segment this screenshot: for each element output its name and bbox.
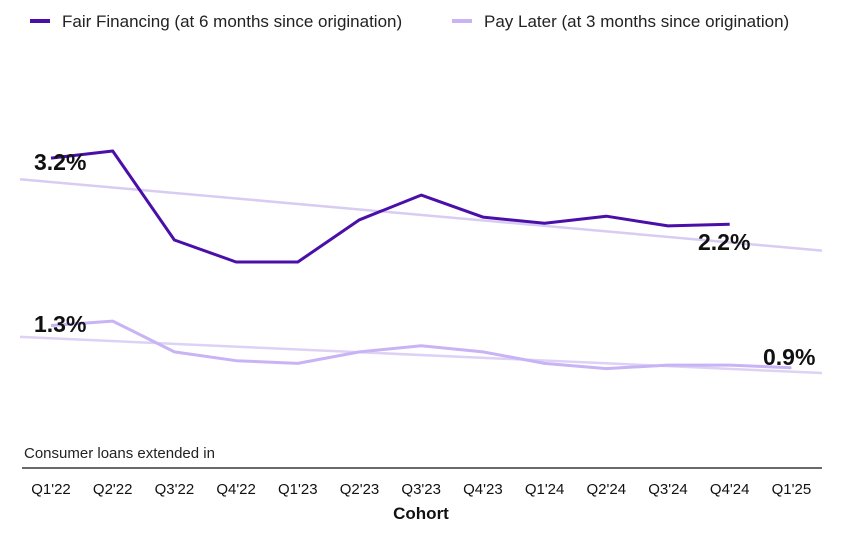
- x-tick-label: Q4'23: [463, 481, 503, 498]
- legend-label-fair-financing: Fair Financing (at 6 months since origin…: [62, 12, 402, 31]
- x-tick-label: Q1'24: [525, 481, 565, 498]
- x-tick-label: Q2'23: [340, 481, 380, 498]
- x-tick-label: Q3'24: [648, 481, 688, 498]
- pay-later-start-label: 1.3%: [34, 311, 86, 337]
- fair-financing-series-line: [50, 149, 730, 264]
- x-tick-label: Q2'24: [587, 481, 627, 498]
- pay-later-trendline: [19, 335, 823, 375]
- trendlines: [19, 177, 823, 375]
- x-axis-title: Cohort: [393, 504, 449, 523]
- fair-financing-end-label: 2.2%: [698, 229, 750, 255]
- fair-financing-start-label: 3.2%: [34, 149, 86, 175]
- legend-label-pay-later: Pay Later (at 3 months since origination…: [484, 12, 789, 31]
- fair-financing-trendline: [19, 177, 823, 252]
- x-tick-label: Q1'25: [772, 481, 812, 498]
- x-tick-label: Q4'24: [710, 481, 750, 498]
- pay-later-series-line: [50, 319, 792, 371]
- pay-later-end-label: 0.9%: [763, 344, 815, 370]
- legend: Fair Financing (at 6 months since origin…: [30, 12, 789, 31]
- x-tick-label: Q1'22: [31, 481, 71, 498]
- x-tick-label: Q1'23: [278, 481, 318, 498]
- x-tick-label: Q4'22: [216, 481, 256, 498]
- x-tick-label: Q2'22: [93, 481, 133, 498]
- series-lines: [50, 149, 792, 371]
- end-labels: 3.2% 2.2% 1.3% 0.9%: [34, 149, 815, 370]
- x-tick-label: Q3'22: [155, 481, 195, 498]
- x-tick-labels: Q1'22 Q2'22 Q3'22 Q4'22 Q1'23 Q2'23 Q3'23 Q4'23…: [31, 481, 811, 498]
- x-tick-label: Q3'23: [401, 481, 441, 498]
- axis-note: Consumer loans extended in: [24, 445, 215, 462]
